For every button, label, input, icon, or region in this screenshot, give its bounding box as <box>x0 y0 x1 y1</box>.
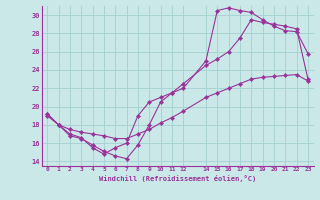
X-axis label: Windchill (Refroidissement éolien,°C): Windchill (Refroidissement éolien,°C) <box>99 175 256 182</box>
